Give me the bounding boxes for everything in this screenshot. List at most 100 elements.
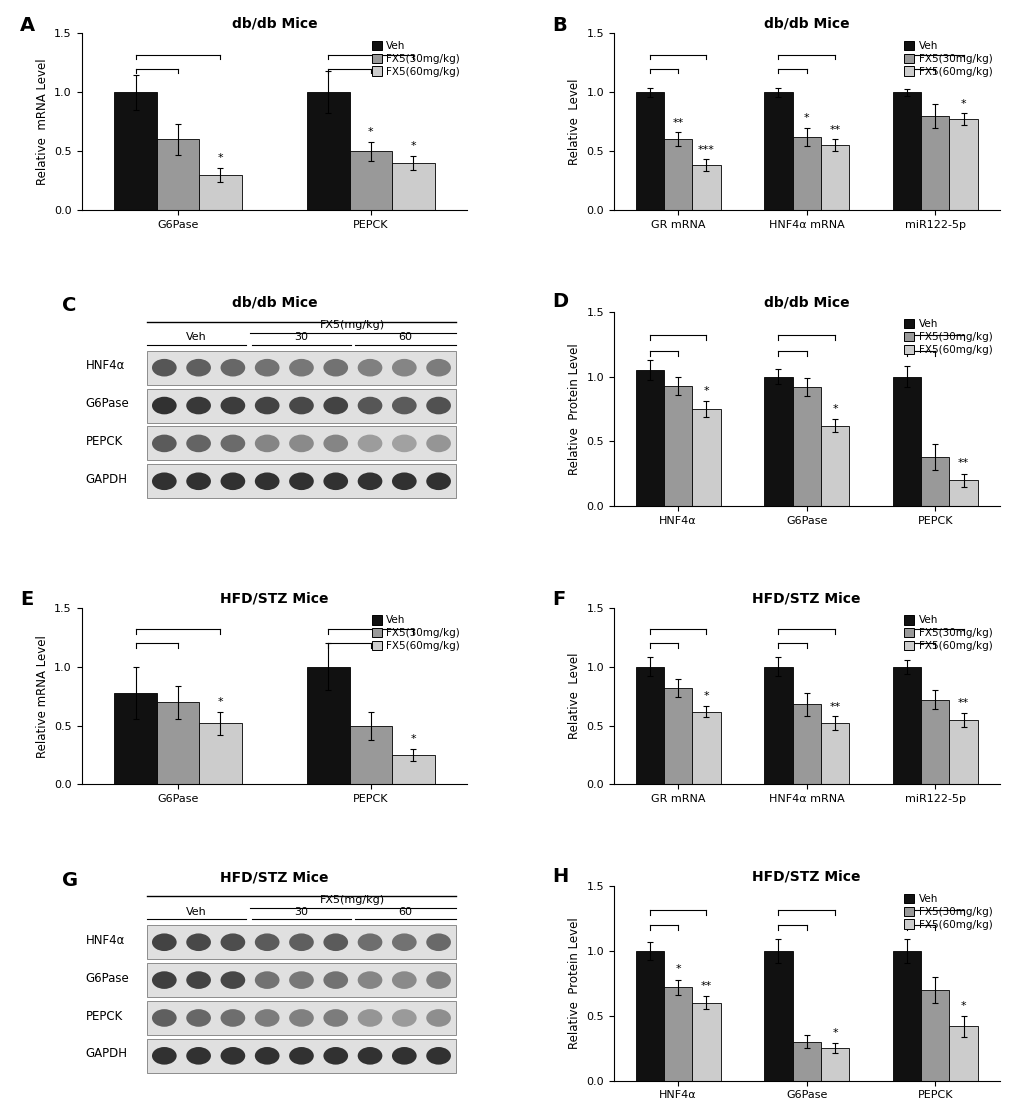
Bar: [199, 723, 242, 784]
Ellipse shape: [220, 1047, 245, 1065]
Text: E: E: [19, 590, 33, 609]
FancyBboxPatch shape: [147, 427, 455, 460]
Y-axis label: Relative  mRNA Level: Relative mRNA Level: [36, 58, 49, 185]
Ellipse shape: [426, 934, 450, 951]
Text: C: C: [62, 296, 76, 315]
FancyBboxPatch shape: [147, 926, 455, 959]
Ellipse shape: [186, 359, 211, 377]
Bar: [350, 152, 391, 209]
Bar: [763, 377, 792, 506]
Ellipse shape: [323, 971, 347, 989]
Text: HNF4α: HNF4α: [86, 359, 124, 372]
Ellipse shape: [426, 472, 450, 490]
Bar: [391, 755, 434, 784]
Legend: Veh, FX5(30mg/kg), FX5(60mg/kg): Veh, FX5(30mg/kg), FX5(60mg/kg): [901, 39, 994, 79]
Ellipse shape: [391, 472, 416, 490]
Text: *: *: [675, 965, 681, 975]
Bar: [114, 693, 157, 784]
Ellipse shape: [288, 971, 314, 989]
Ellipse shape: [152, 934, 176, 951]
Text: D: D: [551, 293, 568, 312]
Bar: [307, 667, 350, 784]
Bar: [949, 480, 977, 506]
Text: *: *: [703, 691, 708, 701]
Ellipse shape: [358, 472, 382, 490]
Legend: Veh, FX5(30mg/kg), FX5(60mg/kg): Veh, FX5(30mg/kg), FX5(60mg/kg): [369, 613, 462, 653]
Bar: [792, 387, 820, 506]
Ellipse shape: [288, 397, 314, 414]
Ellipse shape: [152, 397, 176, 414]
Text: *: *: [410, 141, 416, 152]
Ellipse shape: [255, 1009, 279, 1027]
Ellipse shape: [323, 359, 347, 377]
Bar: [307, 92, 350, 209]
Ellipse shape: [323, 434, 347, 452]
FancyBboxPatch shape: [147, 389, 455, 422]
Ellipse shape: [186, 971, 211, 989]
Ellipse shape: [152, 1047, 176, 1065]
Ellipse shape: [288, 1009, 314, 1027]
Bar: [920, 457, 949, 506]
Bar: [157, 139, 199, 209]
Bar: [892, 377, 920, 506]
Ellipse shape: [255, 971, 279, 989]
Bar: [663, 139, 692, 209]
FancyBboxPatch shape: [147, 1001, 455, 1035]
Bar: [199, 175, 242, 209]
Text: *: *: [368, 127, 373, 137]
Ellipse shape: [186, 434, 211, 452]
Bar: [350, 725, 391, 784]
Ellipse shape: [391, 971, 416, 989]
Ellipse shape: [152, 359, 176, 377]
Ellipse shape: [426, 397, 450, 414]
Legend: Veh, FX5(30mg/kg), FX5(60mg/kg): Veh, FX5(30mg/kg), FX5(60mg/kg): [901, 317, 994, 358]
Ellipse shape: [358, 397, 382, 414]
Ellipse shape: [391, 359, 416, 377]
Text: **: **: [957, 459, 968, 469]
Bar: [692, 409, 719, 506]
Ellipse shape: [426, 359, 450, 377]
Ellipse shape: [288, 434, 314, 452]
Bar: [692, 1003, 719, 1081]
Text: *: *: [217, 153, 223, 163]
Bar: [114, 92, 157, 209]
Bar: [820, 145, 849, 209]
Title: db/db Mice: db/db Mice: [763, 17, 849, 31]
Text: G6Pase: G6Pase: [86, 397, 129, 410]
Text: *: *: [960, 99, 965, 109]
Ellipse shape: [358, 1009, 382, 1027]
Text: F: F: [551, 590, 565, 609]
Title: db/db Mice: db/db Mice: [231, 17, 317, 31]
Text: H: H: [551, 867, 568, 886]
Title: HFD/STZ Mice: HFD/STZ Mice: [752, 870, 860, 883]
Ellipse shape: [288, 934, 314, 951]
Y-axis label: Relative  Level: Relative Level: [568, 653, 581, 740]
Text: *: *: [410, 734, 416, 744]
Text: *: *: [832, 1028, 837, 1038]
Ellipse shape: [152, 434, 176, 452]
Text: *: *: [832, 404, 837, 414]
Text: B: B: [551, 16, 567, 35]
FancyBboxPatch shape: [147, 465, 455, 498]
Bar: [391, 163, 434, 209]
Bar: [820, 723, 849, 784]
Ellipse shape: [220, 397, 245, 414]
Ellipse shape: [323, 934, 347, 951]
FancyBboxPatch shape: [147, 351, 455, 384]
Ellipse shape: [255, 472, 279, 490]
Ellipse shape: [358, 934, 382, 951]
Ellipse shape: [220, 434, 245, 452]
Bar: [920, 990, 949, 1081]
Ellipse shape: [391, 434, 416, 452]
Text: db/db Mice: db/db Mice: [231, 296, 317, 310]
Ellipse shape: [391, 934, 416, 951]
Ellipse shape: [426, 434, 450, 452]
Bar: [792, 1042, 820, 1081]
Ellipse shape: [288, 1047, 314, 1065]
Bar: [892, 951, 920, 1081]
Text: Veh: Veh: [186, 332, 207, 342]
Ellipse shape: [426, 971, 450, 989]
Text: *: *: [703, 387, 708, 395]
Bar: [157, 702, 199, 784]
Ellipse shape: [255, 397, 279, 414]
